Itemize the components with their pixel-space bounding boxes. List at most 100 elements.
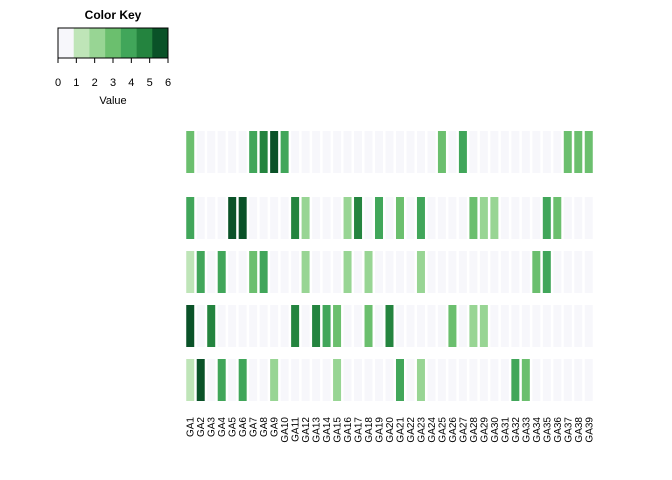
heatmap-cell xyxy=(217,197,226,239)
heatmap-cell xyxy=(343,197,352,239)
heatmap-cell xyxy=(217,305,226,347)
column-label: GA19 xyxy=(375,417,386,443)
column-labels: GA1 GA2 GA3 GA4 GA5 GA6 GA7 GA8 GA9 GA10 GA11 GA12 G… xyxy=(186,417,596,443)
heatmap-cell xyxy=(500,359,509,401)
heatmap-cell xyxy=(469,131,478,173)
heatmap-cell xyxy=(364,305,373,347)
heatmap-cell xyxy=(196,251,205,293)
heatmap-cell xyxy=(490,359,499,401)
heatmap-cell xyxy=(259,131,268,173)
column-label: GA4 xyxy=(217,417,228,437)
heatmap-cell xyxy=(490,305,499,347)
color-key-swatch xyxy=(105,28,122,58)
heatmap-cell xyxy=(259,359,268,401)
color-key-swatch xyxy=(89,28,106,58)
column-label: GA38 xyxy=(574,417,585,443)
heatmap-cell xyxy=(238,131,247,173)
heatmap-cell xyxy=(448,197,457,239)
heatmap-cell xyxy=(333,251,342,293)
color-key-swatch xyxy=(136,28,153,58)
heatmap-cell xyxy=(280,359,289,401)
heatmap-cell xyxy=(458,305,467,347)
heatmap-cell xyxy=(186,305,195,347)
heatmap-cell xyxy=(584,305,593,347)
heatmap-cell xyxy=(217,251,226,293)
heatmap-cell xyxy=(427,359,436,401)
heatmap-cell xyxy=(322,251,331,293)
column-label: GA31 xyxy=(500,417,511,443)
heatmap-cell xyxy=(291,359,300,401)
column-label: GA26 xyxy=(448,417,459,443)
heatmap-cell xyxy=(542,305,551,347)
heatmap-cell xyxy=(196,131,205,173)
heatmap-cell xyxy=(458,251,467,293)
heatmap-cell xyxy=(479,305,488,347)
heatmap-cell xyxy=(270,359,279,401)
heatmap-cell xyxy=(207,131,216,173)
color-key-tick-label: 5 xyxy=(147,77,153,89)
heatmap-cell xyxy=(511,251,520,293)
column-label: GA16 xyxy=(343,417,354,443)
column-label: GA36 xyxy=(553,417,564,443)
heatmap-cell xyxy=(532,305,541,347)
heatmap-cell xyxy=(385,131,394,173)
heatmap-cell xyxy=(186,251,195,293)
column-label: GA23 xyxy=(416,417,427,443)
heatmap-cell xyxy=(395,305,404,347)
heatmap-cell xyxy=(584,251,593,293)
heatmap-cell xyxy=(186,359,195,401)
heatmap-cell xyxy=(364,197,373,239)
column-label: GA29 xyxy=(479,417,490,443)
color-key-swatch xyxy=(58,28,75,58)
color-key-swatch xyxy=(152,28,169,58)
column-label: GA11 xyxy=(291,417,302,442)
heatmap-cell xyxy=(479,359,488,401)
heatmap-cell xyxy=(301,359,310,401)
heatmap-cell xyxy=(553,131,562,173)
heatmap-cell xyxy=(196,305,205,347)
heatmap-cell xyxy=(291,131,300,173)
column-label: GA9 xyxy=(270,417,281,437)
heatmap-cell xyxy=(395,359,404,401)
heatmap-cell xyxy=(301,131,310,173)
heatmap-cell xyxy=(584,131,593,173)
heatmap-cell xyxy=(333,131,342,173)
heatmap-cell xyxy=(207,305,216,347)
heatmap-cell xyxy=(249,197,258,239)
heatmap-cell xyxy=(312,305,321,347)
heatmap-cell xyxy=(500,251,509,293)
heatmap-cell xyxy=(249,251,258,293)
heatmap-cell xyxy=(416,131,425,173)
column-label: GA13 xyxy=(312,417,323,443)
color-key-label: Value xyxy=(99,95,126,107)
heatmap-cell xyxy=(375,197,384,239)
heatmap-cell xyxy=(469,251,478,293)
heatmap-cell xyxy=(312,359,321,401)
heatmap-cell xyxy=(469,359,478,401)
heatmap-cell xyxy=(343,359,352,401)
column-label: GA39 xyxy=(584,417,595,443)
heatmap-cell xyxy=(238,197,247,239)
heatmap-cell xyxy=(343,131,352,173)
heatmap-cell xyxy=(196,359,205,401)
heatmap-cell xyxy=(500,131,509,173)
heatmap-cell xyxy=(427,131,436,173)
heatmap-cell xyxy=(542,131,551,173)
color-key-title: Color Key xyxy=(85,8,142,22)
heatmap-cell xyxy=(249,359,258,401)
heatmap-cell xyxy=(395,131,404,173)
heatmap-cell xyxy=(500,197,509,239)
heatmap-cell xyxy=(511,305,520,347)
heatmap-cell xyxy=(385,197,394,239)
heatmap-cell xyxy=(406,197,415,239)
heatmap-cell xyxy=(301,197,310,239)
heatmap-cell xyxy=(458,359,467,401)
heatmap-cell xyxy=(249,305,258,347)
heatmap-cell xyxy=(448,305,457,347)
heatmap-cell xyxy=(521,251,530,293)
column-label: GA18 xyxy=(364,417,375,443)
heatmap-cell xyxy=(490,131,499,173)
heatmap-cell xyxy=(228,251,237,293)
color-key-tick-label: 6 xyxy=(165,77,171,89)
